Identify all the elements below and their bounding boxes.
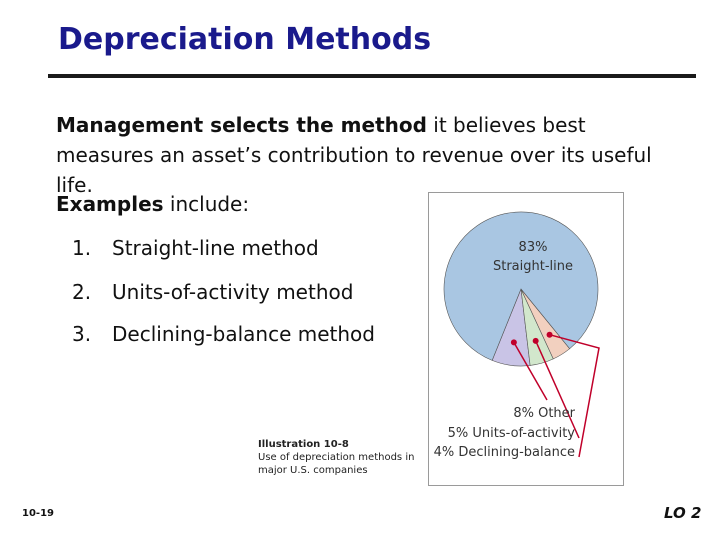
method-number: 2. (72, 280, 92, 304)
method-number: 3. (72, 322, 92, 346)
caption-title: Illustration 10-8 (258, 439, 349, 450)
learning-objective-label: LO 2 (664, 504, 702, 522)
slice-label-declining-balance: 4% Declining-balance (434, 445, 575, 460)
slide-number: 10-19 (22, 508, 54, 519)
intro-rest-text: it believes best measures an asset’s con… (56, 113, 652, 197)
slice-label-other: 8% Other (513, 406, 575, 421)
leader-dot (532, 337, 539, 344)
pie-chart: 83% Straight-line 8% Other 5% Units-of-a… (434, 211, 600, 460)
slice-name-label: Straight-line (493, 259, 573, 274)
intro-bold-text: Management selects the method (56, 113, 427, 137)
title-rule (48, 74, 696, 78)
slice-label-units-of-activity: 5% Units-of-activity (448, 426, 576, 441)
method-item-1: 1. Straight-line method (72, 236, 319, 260)
caption-body: Use of depreciation methods in major U.S… (258, 452, 415, 476)
pie-slices (443, 211, 599, 367)
page-title: Depreciation Methods (58, 22, 432, 57)
method-item-2: 2. Units-of-activity method (72, 280, 353, 304)
intro-paragraph: Management selects the method it believe… (56, 110, 676, 200)
illustration-caption: Illustration 10-8 Use of depreciation me… (258, 438, 418, 477)
method-number: 1. (72, 236, 92, 260)
leader-line (534, 340, 580, 439)
method-label: Straight-line method (112, 236, 319, 260)
leader-line (513, 342, 548, 401)
leader-dot (510, 339, 517, 346)
examples-rest-text: include: (163, 192, 250, 216)
method-item-3: 3. Declining-balance method (72, 322, 375, 346)
examples-heading: Examples include: (56, 192, 249, 216)
examples-bold-text: Examples (56, 192, 164, 216)
pie-leader-lines (510, 331, 600, 458)
method-label: Declining-balance method (112, 322, 375, 346)
pie-chart-panel: 83% Straight-line 8% Other 5% Units-of-a… (428, 192, 624, 486)
slice-value-label: 83% (519, 240, 548, 255)
slice-straight-line (443, 211, 599, 361)
leader-line (549, 333, 600, 458)
leader-dot (546, 331, 553, 338)
method-label: Units-of-activity method (112, 280, 354, 304)
